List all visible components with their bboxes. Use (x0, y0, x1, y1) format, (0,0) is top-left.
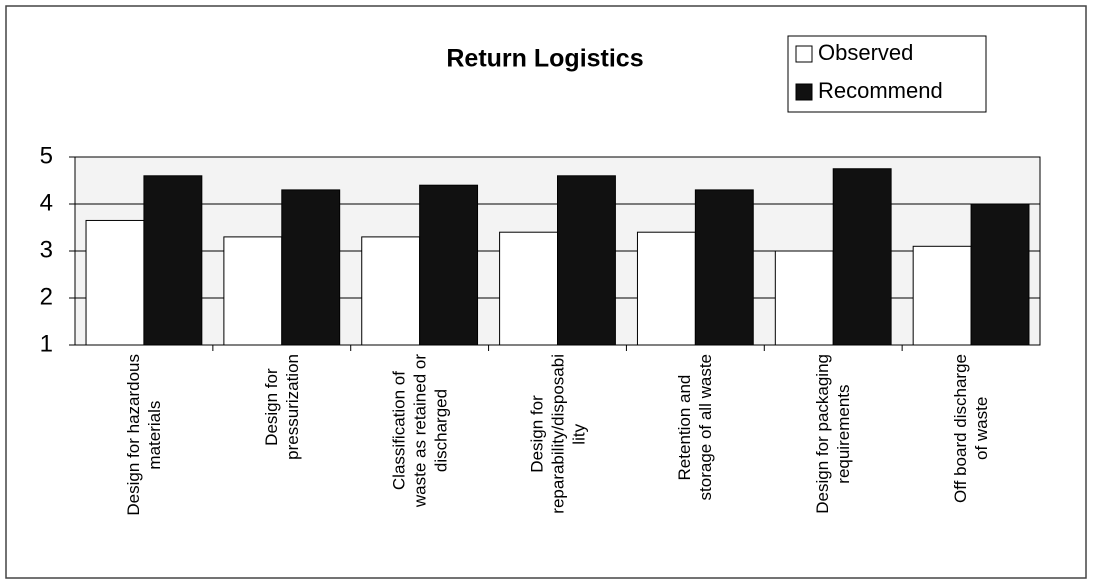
bar (970, 203, 1030, 346)
bar (281, 189, 341, 346)
chart-frame (5, 5, 1087, 579)
legend-swatch (795, 83, 813, 101)
legend-label: Recommend (818, 78, 943, 103)
x-tick-label: Retention and storage of all waste (675, 354, 716, 501)
bar (361, 236, 421, 346)
bar (636, 231, 696, 346)
y-tick-label: 1 (40, 330, 53, 357)
bar (774, 250, 834, 346)
bar (419, 184, 479, 346)
bar (499, 231, 559, 346)
x-tick-label: Off board discharge of waste (951, 354, 992, 503)
legend-box (787, 35, 987, 113)
bar (832, 168, 892, 346)
x-tick-label: Design for packaging requirements (813, 354, 854, 514)
x-tick-label: Design for hazardous materials (123, 354, 164, 516)
bar (223, 236, 283, 346)
y-tick-label: 5 (40, 142, 53, 169)
chart-title: Return Logistics (446, 45, 643, 73)
y-tick-label: 2 (40, 283, 53, 310)
x-tick-label: Design for pressurization (261, 354, 302, 460)
y-tick-label: 3 (40, 236, 53, 263)
x-tick-label: Design for reparability/disposabi lity (527, 354, 588, 514)
bar (557, 175, 616, 346)
legend-swatch (795, 45, 813, 63)
legend-label: Observed (818, 40, 913, 65)
bar (143, 175, 203, 346)
bar (912, 245, 972, 346)
x-tick-label: Classification of waste as retained or d… (389, 354, 451, 508)
y-tick-label: 4 (40, 189, 53, 216)
bar (694, 189, 754, 346)
bar (85, 219, 145, 346)
